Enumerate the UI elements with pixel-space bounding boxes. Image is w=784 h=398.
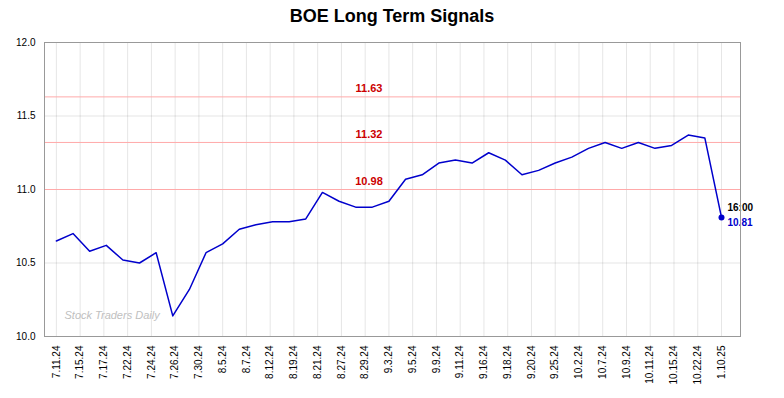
svg-text:8.19.24: 8.19.24	[288, 345, 299, 379]
svg-text:1.10.25: 1.10.25	[716, 345, 727, 379]
svg-text:9.11.24: 9.11.24	[454, 345, 465, 378]
svg-text:9.16.24: 9.16.24	[478, 345, 489, 379]
svg-text:10.0: 10.0	[16, 331, 36, 342]
svg-text:8.21.24: 8.21.24	[312, 345, 323, 379]
svg-text:7.26.24: 7.26.24	[169, 345, 180, 379]
svg-text:7.17.24: 7.17.24	[98, 345, 109, 379]
svg-text:10.5: 10.5	[16, 257, 36, 268]
svg-text:10.9.24: 10.9.24	[621, 345, 632, 379]
svg-text:9.25.24: 9.25.24	[549, 345, 560, 379]
html-text:BOE Long Term Signals: BOE Long Term Signals	[289, 6, 495, 26]
svg-text:7.11.24: 7.11.24	[51, 345, 62, 378]
svg-text:11.63: 11.63	[356, 82, 383, 94]
svg-text:8.27.24: 8.27.24	[336, 345, 347, 379]
svg-text:9.20.24: 9.20.24	[526, 345, 537, 379]
svg-text:9.5.24: 9.5.24	[407, 345, 418, 373]
svg-text:8.5.24: 8.5.24	[217, 345, 228, 373]
svg-text:11.32: 11.32	[356, 128, 383, 140]
svg-text:9.3.24: 9.3.24	[383, 345, 394, 373]
svg-text:7.24.24: 7.24.24	[146, 345, 157, 379]
svg-text:10.98: 10.98	[355, 175, 383, 187]
svg-text:7.15.24: 7.15.24	[74, 345, 85, 379]
svg-text:8.29.24: 8.29.24	[359, 345, 370, 379]
svg-text:9.9.24: 9.9.24	[431, 345, 442, 373]
svg-text:10.15.24: 10.15.24	[668, 345, 679, 384]
svg-text:7.30.24: 7.30.24	[193, 345, 204, 379]
svg-text:8.7.24: 8.7.24	[241, 345, 252, 373]
svg-text:10.7.24: 10.7.24	[597, 345, 608, 379]
svg-text:10.2.24: 10.2.24	[573, 345, 584, 379]
svg-text:Stock Traders Daily: Stock Traders Daily	[65, 309, 162, 321]
svg-text:11.0: 11.0	[17, 184, 36, 195]
svg-text:8.12.24: 8.12.24	[264, 345, 275, 379]
svg-text:11.5: 11.5	[17, 110, 36, 121]
svg-text:9.18.24: 9.18.24	[502, 345, 513, 379]
svg-text:10.11.24: 10.11.24	[644, 345, 655, 384]
svg-text:16:00: 16:00	[727, 201, 754, 213]
svg-text:7.22.24: 7.22.24	[122, 345, 133, 379]
svg-text:10.22.24: 10.22.24	[692, 345, 703, 384]
svg-text:10.81: 10.81	[727, 216, 753, 228]
svg-text:12.0: 12.0	[16, 37, 36, 48]
